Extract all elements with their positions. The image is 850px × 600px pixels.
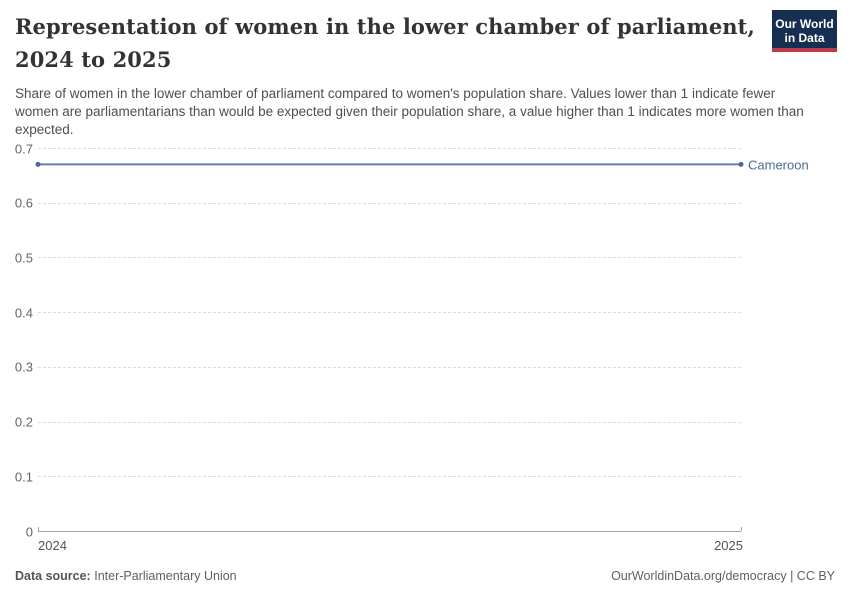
gridline: [38, 476, 741, 478]
y-tick-label: 0: [25, 524, 33, 539]
data-source-label: Data source:: [15, 569, 91, 583]
gridline: [38, 202, 741, 204]
entity-label-cameroon[interactable]: Cameroon: [748, 157, 809, 173]
data-point-marker: [35, 161, 41, 167]
data-source-note: Data source: Inter-Parliamentary Union: [15, 569, 237, 583]
gridline: [38, 421, 741, 423]
y-tick-label: 0.1: [14, 469, 33, 485]
gridline: [38, 312, 741, 314]
y-tick-label: 0.2: [14, 414, 33, 430]
y-tick-label: 0.3: [14, 359, 33, 375]
data-source-value: Inter-Parliamentary Union: [94, 569, 237, 583]
x-axis-end-tick: [741, 527, 742, 531]
x-axis-labels: 2024 2025: [38, 538, 743, 553]
series-line-cameroon: [35, 161, 744, 167]
chart-subtitle: Share of women in the lower chamber of p…: [15, 86, 804, 137]
owid-logo-line2: in Data: [784, 31, 825, 45]
chart-title: Representation of women in the lower cha…: [15, 14, 755, 72]
chart-footer: Data source: Inter-Parliamentary Union O…: [15, 569, 835, 583]
owid-credit-link[interactable]: OurWorldinData.org/democracy | CC BY: [611, 569, 835, 583]
owid-logo[interactable]: Our World in Data: [772, 10, 837, 52]
gridline: [38, 366, 741, 368]
x-axis-line: [38, 531, 741, 532]
y-tick-label: 0.5: [14, 250, 33, 266]
y-tick-label: 0.7: [14, 141, 33, 156]
x-tick-end: 2025: [714, 538, 743, 553]
y-tick-label: 0.6: [14, 195, 33, 211]
data-point-marker: [738, 161, 744, 167]
x-axis-end-tick: [38, 527, 39, 531]
gridline: [38, 257, 741, 259]
gridline: [38, 148, 741, 149]
owid-logo-line1: Our World: [775, 17, 834, 31]
y-tick-label: 0.4: [14, 305, 33, 321]
line-chart-figure: 2024 2025 0 0.1 0.2 0.3 0.4 0.5 0.6 0.7 Cameroon: [0, 140, 850, 560]
x-tick-start: 2024: [38, 538, 67, 553]
